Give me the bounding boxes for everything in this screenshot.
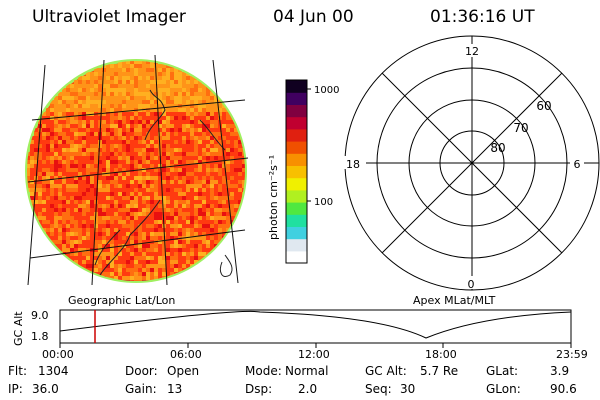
alt-xtick-0000: 00:00 (42, 348, 74, 361)
colorbar-band (286, 116, 307, 130)
seq-value: 30 (400, 382, 416, 396)
image-caption: Geographic Lat/Lon (68, 294, 176, 307)
lat-label-80: 80 (490, 141, 505, 155)
ip-value: 36.0 (32, 382, 59, 396)
colorbar-band (286, 80, 307, 93)
colorbar: 1000 100 photon cm⁻²s⁻¹ (267, 79, 339, 264)
mlt-label-18: 18 (346, 158, 360, 171)
gcalt-label: GC Alt: (365, 364, 407, 378)
glon-value: 90.6 (550, 382, 577, 396)
colorbar-band (286, 177, 307, 191)
colorbar-band (286, 165, 307, 179)
alt-xtick-0600: 06:00 (170, 348, 202, 361)
gcalt-value: 5.7 Re (420, 364, 459, 378)
alt-xtick-1200: 12:00 (298, 348, 330, 361)
colorbar-tick-1000: 1000 (314, 85, 339, 96)
mlt-label-0: 0 (468, 278, 475, 291)
dsp-value: 2.0 (298, 382, 318, 396)
alt-ylabel: GC Alt (12, 311, 25, 346)
alt-xtick-1800: 18:00 (425, 348, 457, 361)
alt-ytick-max: 9.0 (31, 309, 49, 322)
gain-label: Gain: (125, 382, 157, 396)
colorbar-unit-label: photon cm⁻²s⁻¹ (267, 155, 280, 240)
colorbar-band (286, 202, 307, 215)
altitude-plot[interactable] (59, 309, 572, 348)
mode-value: Normal (285, 364, 329, 378)
uv-image[interactable] (25, 54, 250, 286)
seq-label: Seq: (365, 382, 392, 396)
colorbar-band (286, 238, 307, 252)
polar-plot[interactable] (344, 35, 600, 291)
mlt-label-12: 12 (465, 45, 479, 58)
colorbar-band (286, 189, 307, 203)
door-label: Door: (125, 364, 158, 378)
mode-label: Mode: (245, 364, 282, 378)
latlon-grid (27, 54, 249, 286)
flt-label: Flt: (8, 364, 27, 378)
colorbar-band (286, 214, 307, 227)
door-value: Open (167, 364, 200, 378)
instrument-title: Ultraviolet Imager (32, 7, 186, 27)
ip-label: IP: (8, 382, 23, 396)
alt-ytick-min: 1.8 (31, 330, 49, 343)
dsp-label: Dsp: (245, 382, 273, 396)
gain-value: 13 (167, 382, 183, 396)
lat-label-70: 70 (513, 121, 528, 135)
glat-label: GLat: (486, 364, 519, 378)
glat-value: 3.9 (550, 364, 570, 378)
time-label: 01:36:16 UT (430, 7, 535, 27)
colorbar-tick-100: 100 (314, 197, 333, 208)
glon-label: GLon: (486, 382, 521, 396)
colorbar-band (286, 226, 307, 240)
colorbar-band (286, 92, 307, 105)
colorbar-band (286, 128, 307, 142)
colorbar-band (286, 250, 307, 264)
colorbar-band (286, 153, 307, 166)
colorbar-band (286, 104, 307, 118)
colorbar-band (286, 141, 307, 154)
mlt-label-6: 6 (574, 158, 581, 171)
polar-caption: Apex MLat/MLT (413, 294, 496, 307)
alt-xtick-2359: 23:59 (556, 348, 588, 361)
lat-label-60: 60 (536, 99, 551, 113)
flt-value: 1304 (38, 364, 69, 378)
date-label: 04 Jun 00 (273, 7, 354, 27)
